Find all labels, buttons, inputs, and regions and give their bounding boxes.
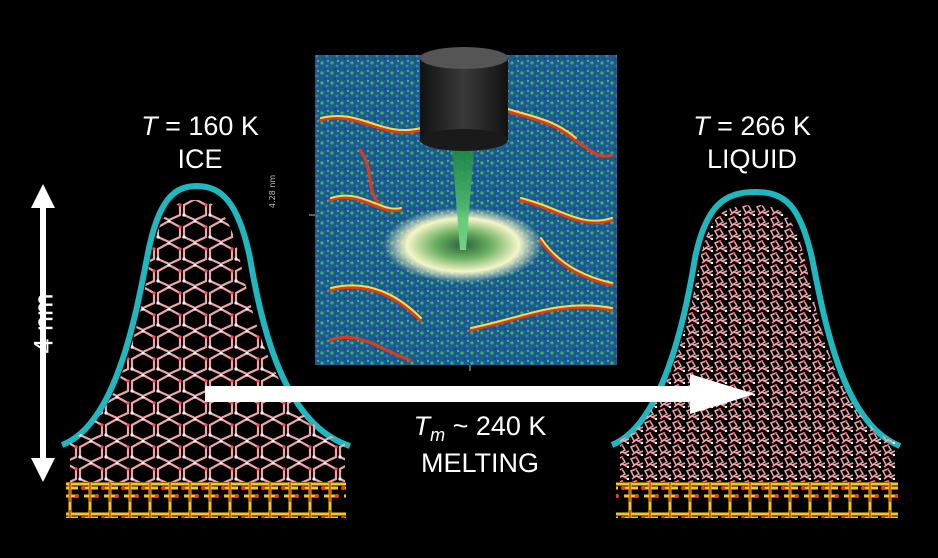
melting-phase-label: MELTING (420, 448, 539, 478)
probe-beam (452, 150, 474, 250)
ice-substrate (66, 482, 346, 518)
probe-tip-icon (420, 47, 508, 151)
scale-label: 4 nm (28, 293, 59, 354)
afm-axis-tick-label: 4.28 nm (268, 174, 277, 208)
left-phase-label: ICE (177, 144, 223, 174)
melting-temperature-label: Tm ~ 240 K (413, 411, 547, 446)
ice-membrane-outline (60, 182, 351, 449)
afm-image (309, 47, 617, 371)
liquid-nanodroplet (610, 188, 902, 482)
left-temperature-label: T = 160 K (141, 111, 259, 141)
liquid-substrate (616, 482, 898, 518)
scale-arrow-icon (31, 184, 55, 482)
liquid-water (620, 205, 895, 482)
right-temperature-label: T = 266 K (693, 111, 811, 141)
melting-arrow-icon (205, 374, 755, 414)
right-phase-label: LIQUID (706, 144, 798, 174)
liquid-membrane-outline (610, 188, 902, 449)
ice-nanodroplet (60, 182, 351, 482)
ice-lattice (70, 200, 345, 482)
